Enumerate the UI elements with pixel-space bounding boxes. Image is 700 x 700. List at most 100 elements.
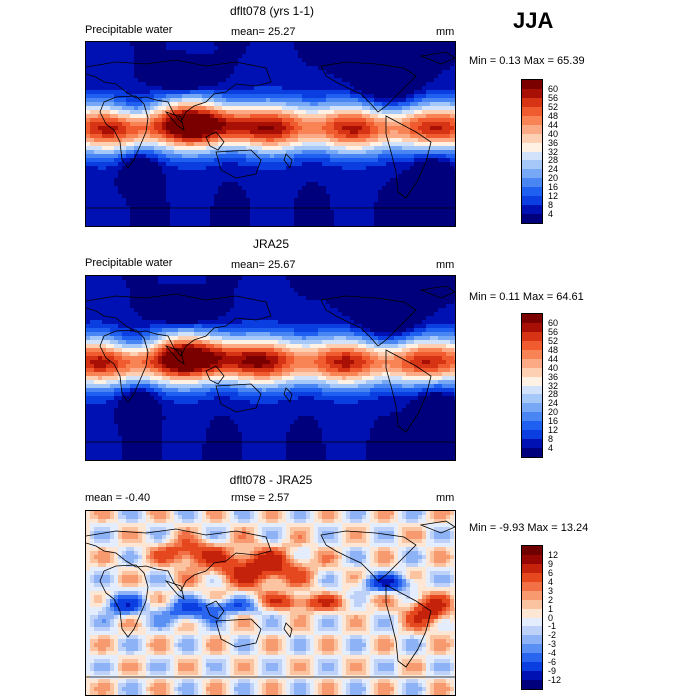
map-field-cell <box>222 214 227 219</box>
map-field-cell <box>366 58 371 63</box>
map-field-cell <box>110 50 115 55</box>
map-field-cell <box>226 276 231 281</box>
map-field-cell <box>190 210 195 215</box>
map-field-cell <box>178 198 183 203</box>
map-field-cell <box>394 74 399 79</box>
map-field-cell <box>278 126 283 131</box>
map-field-cell <box>302 178 307 183</box>
map-field-cell <box>390 130 395 135</box>
map-field-cell <box>282 170 287 175</box>
map-field-cell <box>186 62 191 67</box>
map-field-cell <box>430 74 435 79</box>
map-field-cell <box>358 146 363 151</box>
map-field-cell <box>162 300 167 305</box>
map-field-cell <box>250 78 255 83</box>
map-field-cell <box>262 106 267 111</box>
map-field-cell <box>198 150 203 155</box>
map-field-cell <box>298 86 303 91</box>
map-field-cell <box>390 178 395 183</box>
map-field-cell <box>94 74 99 79</box>
map-field-cell <box>426 170 431 175</box>
map-field-cell <box>454 146 455 151</box>
map-field-cell <box>286 90 291 95</box>
map-field-cell <box>362 114 367 119</box>
map-field-cell <box>394 98 399 103</box>
map-field-cell <box>350 70 355 75</box>
map-field-cell <box>330 218 335 223</box>
map-field-cell <box>270 130 275 135</box>
map-field-cell <box>266 178 271 183</box>
map-field-cell <box>94 58 99 63</box>
map-field-cell <box>142 146 147 151</box>
map-field-cell <box>318 126 323 131</box>
map-field-cell <box>390 138 395 143</box>
map-field-cell <box>106 174 111 179</box>
map-field-cell <box>98 202 103 207</box>
map-field-cell <box>218 58 223 63</box>
map-field-cell <box>434 162 439 167</box>
map-field-cell <box>198 134 203 139</box>
map-field-cell <box>126 98 131 103</box>
map-field-cell <box>102 134 107 139</box>
map-field-cell <box>198 166 203 171</box>
map-field-cell <box>98 126 103 131</box>
map-field-cell <box>370 154 375 159</box>
map-field-cell <box>266 214 271 219</box>
map-field-cell <box>218 178 223 183</box>
map-field-cell <box>234 296 239 301</box>
map-field-cell <box>186 138 191 143</box>
map-field-cell <box>350 110 355 115</box>
map-field-cell <box>166 98 171 103</box>
map-field-cell <box>270 74 275 79</box>
map-field-cell <box>146 174 151 179</box>
map-field-cell <box>358 222 363 226</box>
map-field-cell <box>382 118 387 123</box>
map-field-cell <box>182 288 187 293</box>
map-field-cell <box>394 288 399 293</box>
map-field-cell <box>234 178 239 183</box>
map-field-cell <box>302 198 307 203</box>
map-field-cell <box>218 126 223 131</box>
map-field-cell <box>150 46 155 51</box>
map-field-cell <box>270 86 275 91</box>
map-field-cell <box>182 296 187 301</box>
map-field-cell <box>334 182 339 187</box>
map-field-cell <box>206 78 211 83</box>
map-field-cell <box>198 86 203 91</box>
map-field-cell <box>242 126 247 131</box>
map-field-cell <box>390 46 395 51</box>
map-field-cell <box>218 190 223 195</box>
map-field-cell <box>442 218 447 223</box>
map-field-cell <box>114 210 119 215</box>
map-field-cell <box>434 138 439 143</box>
map-field-cell <box>258 166 263 171</box>
map-field-cell <box>222 280 227 285</box>
map-field-cell <box>446 58 451 63</box>
map-field-cell <box>162 94 167 99</box>
map-field-cell <box>318 122 323 127</box>
map-field-cell <box>274 118 279 123</box>
map-field-cell <box>186 202 191 207</box>
map-field-cell <box>362 178 367 183</box>
map-field-cell <box>378 166 383 171</box>
map-field-cell <box>138 170 143 175</box>
map-field-cell <box>90 174 95 179</box>
map-field-cell <box>234 142 239 147</box>
map-field-cell <box>326 118 331 123</box>
map-field-cell <box>418 186 423 191</box>
map-field-cell <box>286 62 291 67</box>
map-field-cell <box>146 186 151 191</box>
map-field-cell <box>354 102 359 107</box>
map-field-cell <box>418 280 423 285</box>
map-field-cell <box>190 78 195 83</box>
map-field-cell <box>342 50 347 55</box>
map-field-cell <box>398 58 403 63</box>
map-field-cell <box>174 94 179 99</box>
map-field-cell <box>250 54 255 59</box>
map-field-cell <box>210 90 215 95</box>
map-field-cell <box>386 94 391 99</box>
map-field-cell <box>334 178 339 183</box>
map-field-cell <box>242 162 247 167</box>
map-field-cell <box>254 134 259 139</box>
map-field-cell <box>234 66 239 71</box>
